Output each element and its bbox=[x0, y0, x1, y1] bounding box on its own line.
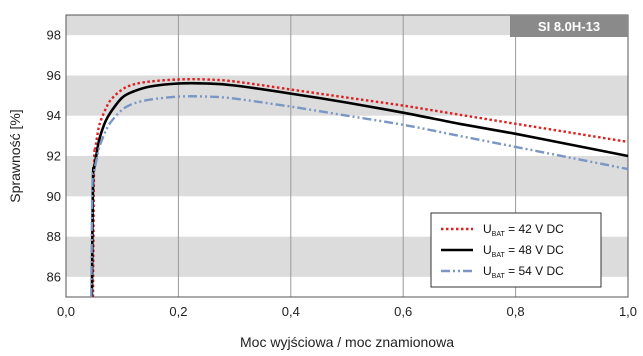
x-axis-label: Moc wyjściowa / moc znamionowa bbox=[240, 334, 454, 350]
series-line-3 bbox=[90, 95, 629, 298]
model-badge-text: SI 8.0H-13 bbox=[538, 19, 600, 34]
y-tick-label: 92 bbox=[47, 149, 61, 164]
grid-band bbox=[66, 115, 628, 156]
legend-entry-1: UBAT = 42 V DC bbox=[483, 222, 564, 238]
x-tick-label: 0,6 bbox=[394, 304, 412, 319]
series-layer bbox=[90, 78, 629, 298]
series-line-1 bbox=[91, 78, 629, 298]
x-tick-label: 0,8 bbox=[507, 304, 525, 319]
y-tick-label: 90 bbox=[47, 189, 61, 204]
series-line-2 bbox=[90, 81, 629, 298]
x-tick-label: 0,0 bbox=[57, 304, 75, 319]
y-tick-label: 96 bbox=[47, 68, 61, 83]
y-tick-label: 94 bbox=[47, 108, 61, 123]
y-tick-label: 88 bbox=[47, 229, 61, 244]
grid-band bbox=[66, 156, 628, 197]
x-tick-label: 0,4 bbox=[282, 304, 300, 319]
horizontal-bands bbox=[66, 15, 628, 297]
x-tick-labels: 0,0 0,2 0,4 0,6 0,8 1,0 bbox=[57, 304, 637, 319]
y-tick-labels: 86 88 90 92 94 96 98 bbox=[47, 28, 61, 285]
y-axis-label: Sprawność [%] bbox=[7, 109, 23, 202]
grid-band bbox=[66, 35, 628, 76]
y-tick-label: 86 bbox=[47, 269, 61, 284]
grid-band bbox=[66, 75, 628, 116]
legend-entry-2: UBAT = 48 V DC bbox=[483, 243, 564, 259]
grid-band bbox=[66, 15, 628, 36]
y-tick-label: 98 bbox=[47, 28, 61, 43]
x-tick-label: 0,2 bbox=[169, 304, 187, 319]
legend-entry-3: UBAT = 54 V DC bbox=[483, 264, 564, 280]
model-badge: SI 8.0H-13 bbox=[510, 15, 628, 37]
x-tick-label: 1,0 bbox=[619, 304, 637, 319]
legend: UBAT = 42 V DC UBAT = 48 V DC UBAT = 54 V … bbox=[430, 212, 602, 288]
